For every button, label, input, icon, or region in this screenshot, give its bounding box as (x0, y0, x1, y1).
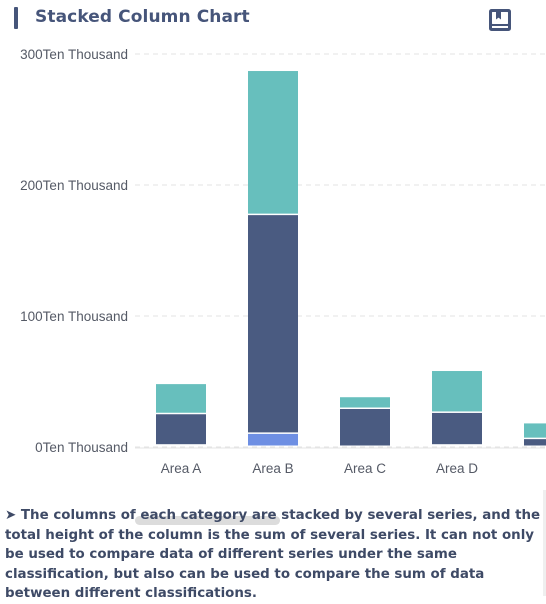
y-tick-label: 200Ten Thousand (20, 178, 128, 193)
stacked-column-chart: 0Ten Thousand 100Ten Thousand 200Ten Thous… (20, 47, 546, 476)
bar-segment (156, 384, 206, 413)
bar-segment (156, 414, 206, 445)
bar-segment (524, 439, 546, 446)
scrollbar-thumb[interactable] (135, 516, 280, 525)
chart-description: ➤ The columns of each category are stack… (5, 506, 541, 604)
arrow-icon: ➤ (5, 508, 17, 523)
bar-segment (524, 423, 546, 438)
x-tick-label: Area A (161, 461, 202, 476)
bar-segment (432, 371, 482, 412)
bar-segment (432, 412, 482, 445)
bar-segment (340, 409, 390, 446)
y-tick-label: 100Ten Thousand (20, 309, 128, 324)
right-edge-shadow (543, 490, 546, 596)
x-tick-label: Area D (436, 461, 478, 476)
bar-segment (248, 215, 298, 433)
bar-segment (248, 433, 298, 446)
chart-title: Stacked Column Chart (35, 7, 250, 27)
title-accent-bar (14, 7, 18, 29)
book-icon[interactable] (488, 8, 512, 32)
y-tick-label: 300Ten Thousand (20, 47, 128, 62)
x-tick-label: Area C (344, 461, 386, 476)
chart-header: Stacked Column Chart (0, 0, 546, 36)
x-tick-label: Area B (252, 461, 293, 476)
chart-scrollbar[interactable] (133, 516, 528, 525)
chart-area: 0Ten Thousand 100Ten Thousand 200Ten Thous… (0, 36, 546, 525)
y-tick-label: 0Ten Thousand (35, 440, 128, 455)
description-text: The columns of each category are stacked… (5, 508, 541, 601)
bar-segment (248, 71, 298, 214)
bar-segment (340, 397, 390, 408)
